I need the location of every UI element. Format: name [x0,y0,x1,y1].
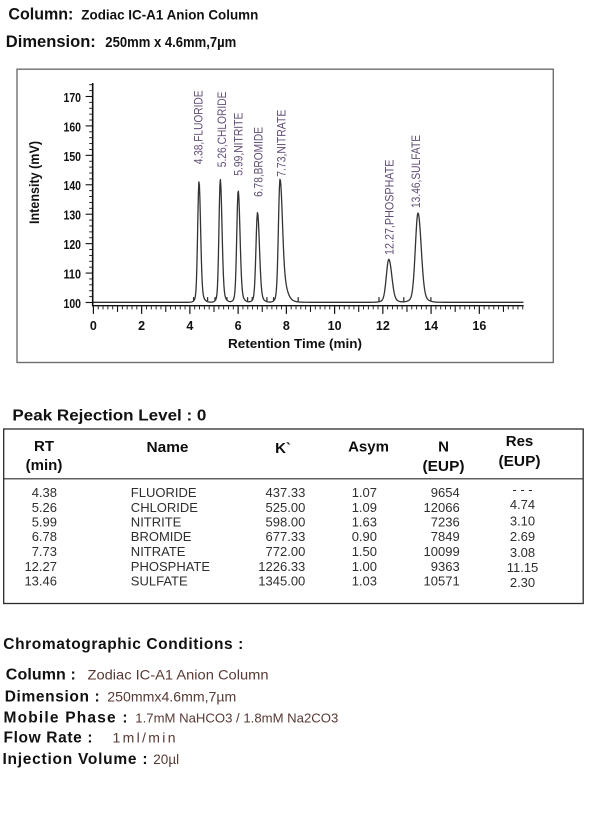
svg-text:BROMIDE: BROMIDE [131,529,192,544]
svg-text:1.50: 1.50 [352,544,377,559]
svg-text:10: 10 [328,319,342,333]
svg-text:1.07: 1.07 [352,485,377,500]
svg-text:1.7mM NaHCO3 / 1.8mM Na2CO3: 1.7mM NaHCO3 / 1.8mM Na2CO3 [135,711,338,726]
svg-text:677.33: 677.33 [266,529,306,544]
svg-text:Column:: Column: [8,5,73,24]
svg-text:170: 170 [64,91,82,105]
svg-text:- - -: - - - [512,482,532,497]
svg-text:Zodiac IC-A1 Anion Column: Zodiac IC-A1 Anion Column [88,667,269,683]
svg-text:12.27,PHOSPHATE: 12.27,PHOSPHATE [385,159,397,255]
svg-text:11.15: 11.15 [507,560,539,575]
svg-text:4: 4 [186,319,193,333]
svg-text:140: 140 [64,179,82,193]
svg-text:16: 16 [472,319,486,333]
svg-text:437.33: 437.33 [266,485,306,500]
svg-text:100: 100 [64,297,82,311]
svg-text:6.78: 6.78 [32,529,57,544]
svg-text:525.00: 525.00 [266,500,306,515]
svg-text:Flow Rate :: Flow Rate : [4,730,93,747]
svg-text:PHOSPHATE: PHOSPHATE [131,559,211,574]
svg-text:13.46: 13.46 [24,574,57,589]
svg-text:120: 120 [64,238,82,252]
svg-text:Mobile Phase :: Mobile Phase : [4,710,128,727]
svg-text:130: 130 [64,209,82,223]
svg-text:12066: 12066 [424,500,460,515]
svg-text:6.78,BROMIDE: 6.78,BROMIDE [253,127,265,197]
svg-text:Asym: Asym [348,439,389,456]
svg-text:4.74: 4.74 [510,497,535,512]
svg-text:7.73,NITRATE: 7.73,NITRATE [276,109,288,176]
svg-text:3.08: 3.08 [510,545,535,560]
svg-text:8: 8 [283,319,290,333]
svg-text:5.99: 5.99 [32,515,57,530]
svg-text:NITRITE: NITRITE [131,515,182,530]
svg-text:14: 14 [424,319,438,333]
svg-text:12.27: 12.27 [24,559,57,574]
svg-text:K`: K` [275,440,291,457]
svg-text:5.26: 5.26 [32,500,57,515]
svg-text:RT: RT [34,438,54,455]
svg-text:7236: 7236 [431,515,460,530]
svg-text:13.46,SULFATE: 13.46,SULFATE [411,135,423,208]
svg-text:7.73: 7.73 [32,544,57,559]
svg-text:FLUORIDE: FLUORIDE [131,485,197,500]
svg-text:Peak Rejection Level : 0: Peak Rejection Level : 0 [12,407,206,424]
svg-text:Column :: Column : [6,667,76,684]
svg-text:3.10: 3.10 [510,514,535,529]
svg-text:Chromatographic Conditions :: Chromatographic Conditions : [3,636,243,653]
svg-text:NITRATE: NITRATE [131,544,186,559]
svg-text:0.90: 0.90 [352,529,377,544]
svg-text:250mm x 4.6mm,7µm: 250mm x 4.6mm,7µm [105,35,236,51]
svg-text:1.09: 1.09 [352,500,377,515]
svg-text:7849: 7849 [431,529,460,544]
svg-text:10571: 10571 [424,574,460,589]
svg-text:10099: 10099 [424,544,460,559]
svg-text:250mmx4.6mm,7µm: 250mmx4.6mm,7µm [107,688,236,704]
svg-text:20µl: 20µl [153,752,179,767]
svg-text:12: 12 [376,319,390,333]
svg-text:Intensity (mV): Intensity (mV) [27,141,42,224]
svg-text:1ml/min: 1ml/min [113,730,176,746]
svg-text:Res: Res [506,433,534,450]
svg-text:2.30: 2.30 [510,575,535,590]
svg-text:6: 6 [235,319,242,333]
svg-text:N: N [438,439,449,456]
svg-text:4.38,FLUORIDE: 4.38,FLUORIDE [193,90,205,164]
svg-text:598.00: 598.00 [266,515,306,530]
svg-text:5.26,CHLORIDE: 5.26,CHLORIDE [217,91,229,167]
svg-text:772.00: 772.00 [266,544,306,559]
svg-text:SULFATE: SULFATE [131,574,188,589]
svg-text:4.38: 4.38 [32,485,57,500]
svg-text:2: 2 [138,319,145,333]
svg-text:Zodiac IC-A1 Anion Column: Zodiac IC-A1 Anion Column [81,8,258,23]
svg-text:0: 0 [90,319,97,333]
svg-text:5.99,NITRITE: 5.99,NITRITE [233,112,245,175]
svg-text:2.69: 2.69 [510,529,535,544]
svg-text:150: 150 [64,150,82,164]
svg-text:160: 160 [64,120,82,134]
svg-text:110: 110 [64,267,82,281]
svg-text:Name: Name [147,439,189,456]
svg-text:Dimension :: Dimension : [5,688,100,705]
svg-text:1.00: 1.00 [352,559,377,574]
svg-text:9363: 9363 [431,559,460,574]
svg-text:(min): (min) [26,457,63,474]
svg-text:Injection Volume :: Injection Volume : [3,751,148,768]
svg-text:Retention Time (min): Retention Time (min) [228,336,362,351]
svg-text:(EUP): (EUP) [499,453,541,470]
svg-text:1.03: 1.03 [352,574,377,589]
svg-text:9654: 9654 [431,485,460,500]
svg-text:1.63: 1.63 [352,515,377,530]
svg-text:CHLORIDE: CHLORIDE [131,500,199,515]
svg-text:(EUP): (EUP) [423,458,465,475]
svg-text:1345.00: 1345.00 [258,574,305,589]
svg-text:Dimension:: Dimension: [6,32,96,51]
svg-text:1226.33: 1226.33 [258,559,305,574]
